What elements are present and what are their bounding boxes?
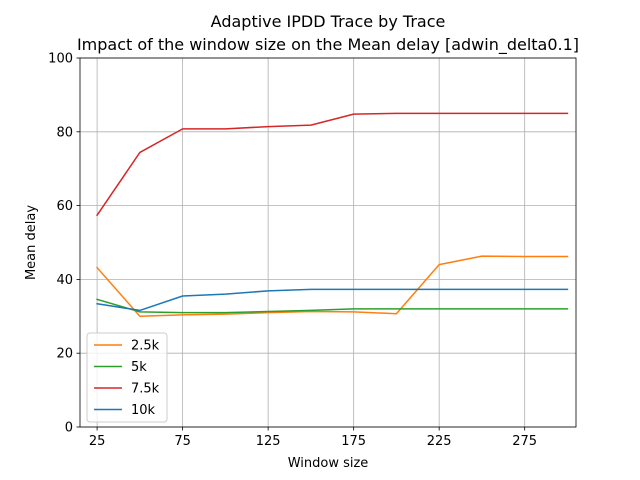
- series-line-10k: [96, 288, 569, 312]
- y-tick-label: 60: [56, 199, 73, 214]
- chart-subtitle: Impact of the window size on the Mean de…: [77, 35, 579, 55]
- legend-label: 5k: [131, 360, 147, 375]
- y-tick-label: 20: [56, 347, 73, 362]
- x-tick-label: 25: [89, 434, 106, 449]
- legend: 2.5k 5k 7.5k 10k: [86, 332, 168, 423]
- y-tick-label: 40: [56, 273, 73, 288]
- axis-ticks: 25 75 125 175 225 275 0 20 40 60 80 100: [48, 52, 537, 450]
- y-axis-label: Mean delay: [24, 205, 39, 280]
- x-tick-label: 75: [174, 434, 191, 449]
- x-tick-label: 125: [256, 434, 281, 449]
- y-tick-label: 80: [56, 125, 73, 140]
- legend-box: [86, 332, 168, 423]
- chart-title: Adaptive IPDD Trace by Trace: [211, 12, 446, 31]
- x-axis-label: Window size: [288, 456, 369, 471]
- legend-label: 10k: [131, 403, 156, 418]
- x-tick-label: 175: [341, 434, 366, 449]
- y-tick-label: 0: [65, 421, 73, 436]
- series-line-5k: [96, 298, 569, 314]
- x-tick-label: 225: [427, 434, 452, 449]
- series-line-2.5k: [96, 255, 569, 318]
- y-tick-label: 100: [48, 52, 73, 67]
- plot-frame: [79, 57, 577, 428]
- legend-label: 7.5k: [131, 382, 160, 397]
- legend-label: 2.5k: [131, 339, 160, 354]
- series-lines: [96, 112, 569, 318]
- x-tick-label: 275: [512, 434, 537, 449]
- series-line-7.5k: [96, 112, 569, 217]
